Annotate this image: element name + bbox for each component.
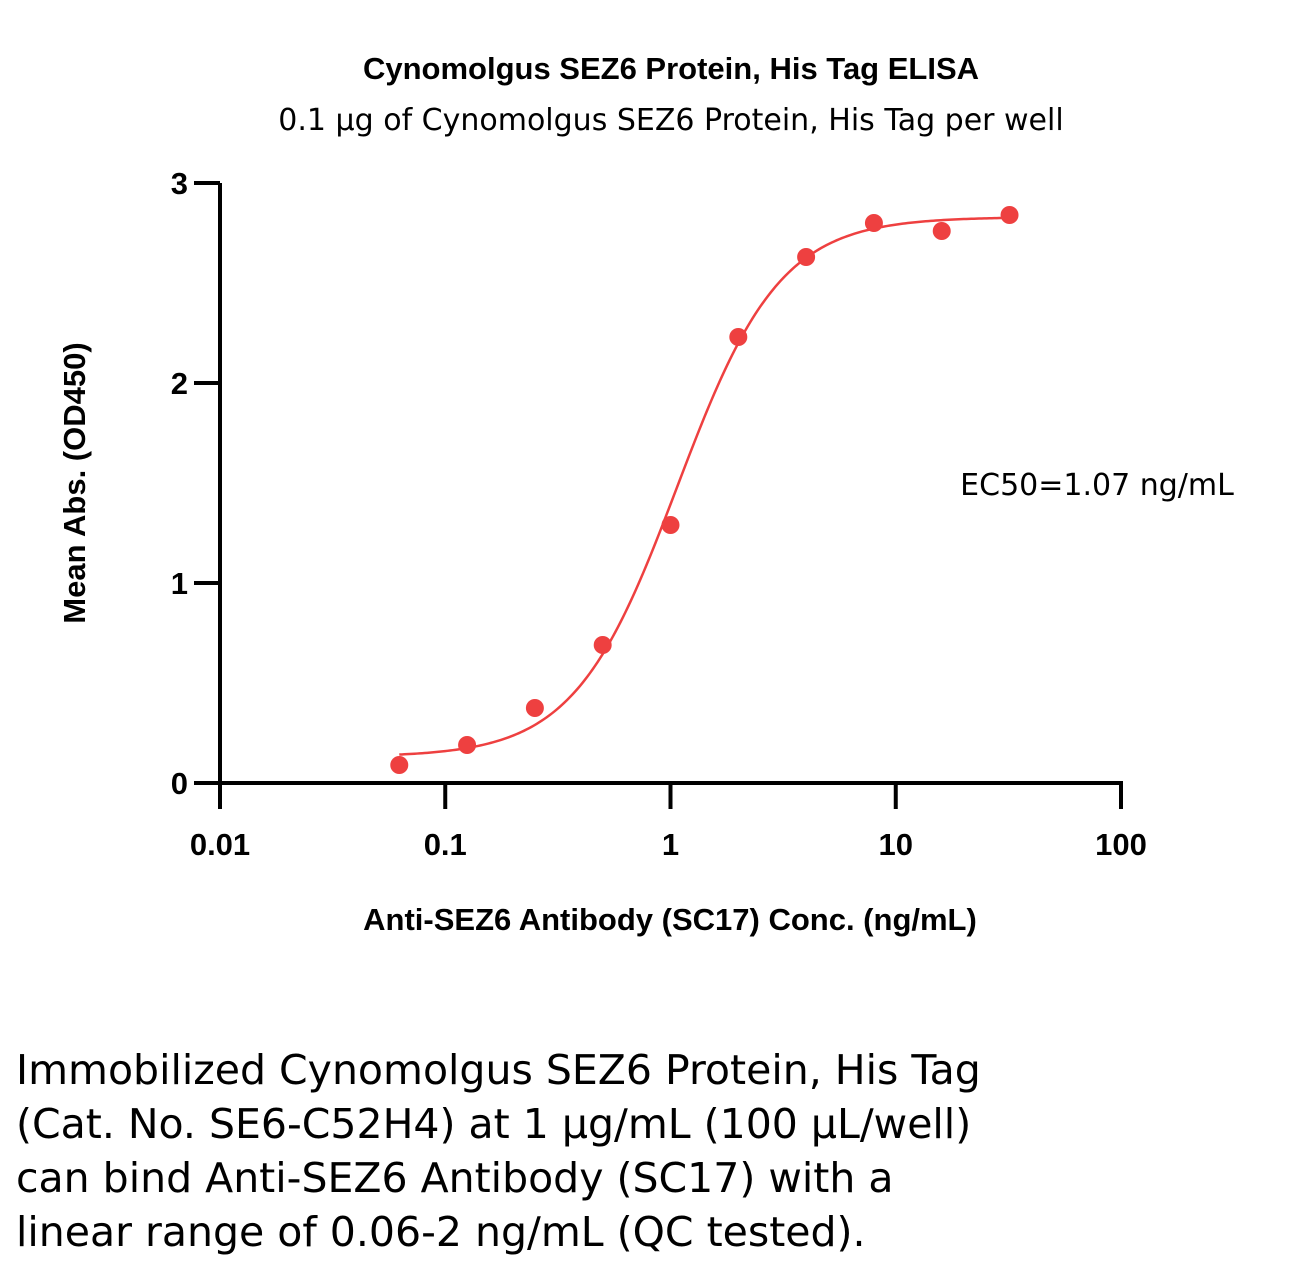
x-tick-label: 100 (1095, 827, 1147, 862)
chart-subtitle: 0.1 µg of Cynomolgus SEZ6 Protein, His T… (278, 103, 1063, 138)
y-tick-label: 1 (171, 566, 188, 601)
caption-line: (Cat. No. SE6-C52H4) at 1 µg/mL (100 µL/… (16, 1100, 972, 1148)
data-point (1000, 206, 1019, 224)
data-point (661, 516, 680, 534)
x-tick-label: 1 (662, 827, 679, 862)
data-point (458, 736, 477, 754)
y-axis-label: Mean Abs. (OD450) (57, 342, 92, 623)
y-tick-label: 0 (171, 766, 188, 801)
data-point (797, 248, 816, 266)
data-point (525, 699, 544, 717)
x-tick-label: 0.01 (190, 827, 250, 862)
caption-line: Immobilized Cynomolgus SEZ6 Protein, His… (16, 1046, 981, 1094)
data-point (729, 328, 748, 346)
x-axis-label: Anti-SEZ6 Antibody (SC17) Conc. (ng/mL) (363, 902, 977, 937)
fit-curve-layer (399, 216, 1010, 756)
ec50-annotation: EC50=1.07 ng/mL (960, 468, 1234, 503)
chart-title: Cynomolgus SEZ6 Protein, His Tag ELISA (363, 51, 979, 86)
data-point (593, 636, 612, 654)
caption-line: linear range of 0.06-2 ng/mL (QC tested)… (16, 1208, 866, 1256)
y-tick-label: 3 (171, 166, 188, 201)
data-point (864, 214, 883, 232)
data-points (390, 206, 1019, 774)
data-point (390, 756, 409, 774)
fit-curve (399, 216, 1010, 756)
x-tick-label: 0.1 (424, 827, 467, 862)
ticks: 0 1 2 3 0.01 0.1 1 10 100 (171, 166, 1147, 862)
x-tick-label: 10 (879, 827, 913, 862)
elisa-chart: Cynomolgus SEZ6 Protein, His Tag ELISA 0… (57, 51, 1234, 937)
figure-caption: Immobilized Cynomolgus SEZ6 Protein, His… (16, 1043, 1266, 1259)
caption-line: can bind Anti-SEZ6 Antibody (SC17) with … (16, 1154, 894, 1202)
data-point (932, 222, 951, 240)
y-tick-label: 2 (171, 366, 188, 401)
